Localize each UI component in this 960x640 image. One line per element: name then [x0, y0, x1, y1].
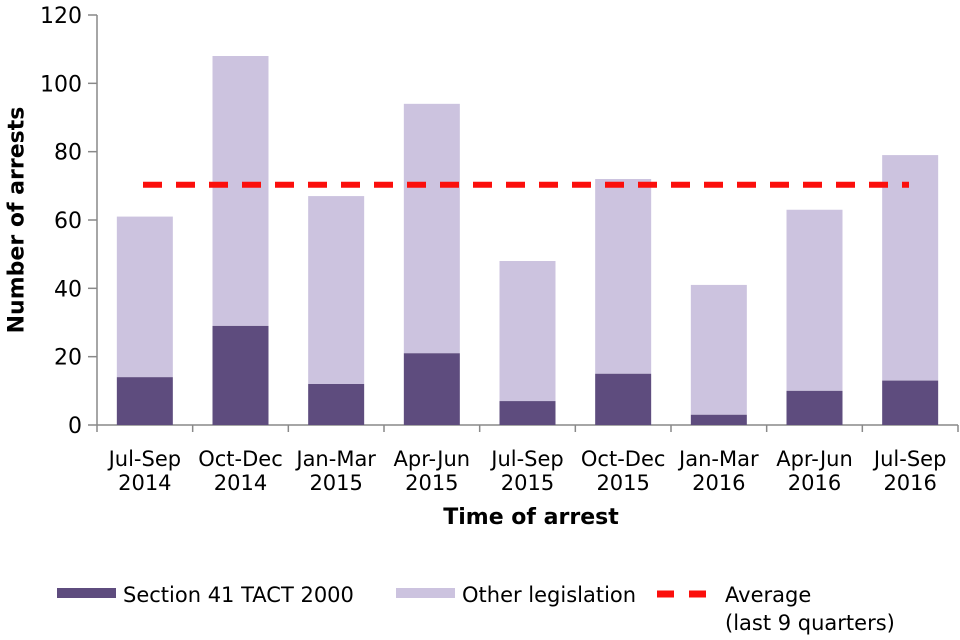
legend-swatch-section41 [57, 588, 116, 598]
bar-section41-0 [116, 377, 173, 425]
x-category-year-2: 2015 [309, 471, 362, 495]
legend-label-section41: Section 41 TACT 2000 [123, 583, 354, 607]
x-category-label-0: Jul-Sep [107, 447, 182, 471]
legend-label-average-line2: (last 9 quarters) [725, 611, 895, 635]
x-category-year-7: 2016 [788, 471, 841, 495]
bar-other-4 [499, 261, 556, 402]
bar-section41-7 [786, 390, 843, 425]
x-category-label-3: Apr-Jun [394, 447, 471, 471]
x-category-label-2: Jan-Mar [294, 447, 376, 471]
y-axis-title: Number of arrests [4, 106, 30, 334]
legend-label-average: Average (last 9 quarters) [725, 583, 895, 639]
bar-other-6 [690, 284, 747, 415]
x-category-label-6: Jan-Mar [677, 447, 759, 471]
legend-swatch-other [396, 588, 455, 598]
x-category-year-5: 2015 [596, 471, 649, 495]
x-category-year-3: 2015 [405, 471, 458, 495]
y-tick-label-20: 20 [54, 346, 82, 371]
legend-label-average-line1: Average [725, 583, 812, 607]
bar-section41-1 [212, 325, 269, 425]
y-tick-label-100: 100 [40, 72, 82, 97]
x-axis-title: Time of arrest [443, 505, 619, 530]
bar-section41-3 [403, 353, 460, 425]
bar-other-0 [116, 216, 173, 378]
x-category-year-1: 2014 [214, 471, 267, 495]
y-tick-label-40: 40 [54, 277, 82, 302]
bar-other-2 [308, 196, 365, 384]
bar-other-3 [403, 103, 460, 354]
x-category-label-5: Oct-Dec [581, 447, 666, 471]
x-category-year-0: 2014 [118, 471, 171, 495]
y-tick-label-0: 0 [68, 414, 82, 439]
plot-area: 020406080100120Jul-Sep2014Oct-Dec2014Jan… [40, 4, 959, 495]
x-category-year-8: 2016 [883, 471, 936, 495]
x-category-year-6: 2016 [692, 471, 745, 495]
y-tick-label-60: 60 [54, 209, 82, 234]
legend-average-line-icon [657, 590, 713, 598]
bar-section41-4 [499, 401, 556, 425]
bar-other-8 [882, 155, 939, 381]
y-tick-label-80: 80 [54, 141, 82, 166]
x-category-label-8: Jul-Sep [872, 447, 947, 471]
x-category-label-1: Oct-Dec [198, 447, 283, 471]
bar-section41-5 [595, 373, 652, 425]
bar-section41-8 [882, 380, 939, 425]
x-category-year-4: 2015 [501, 471, 554, 495]
bar-other-7 [786, 209, 843, 391]
legend-label-other: Other legislation [462, 583, 637, 607]
y-tick-label-120: 120 [40, 4, 82, 29]
bar-other-1 [212, 56, 269, 326]
bar-section41-6 [690, 414, 747, 425]
x-category-label-4: Jul-Sep [489, 447, 564, 471]
bar-other-5 [595, 179, 652, 374]
x-category-label-7: Apr-Jun [776, 447, 853, 471]
bar-section41-2 [308, 384, 365, 425]
